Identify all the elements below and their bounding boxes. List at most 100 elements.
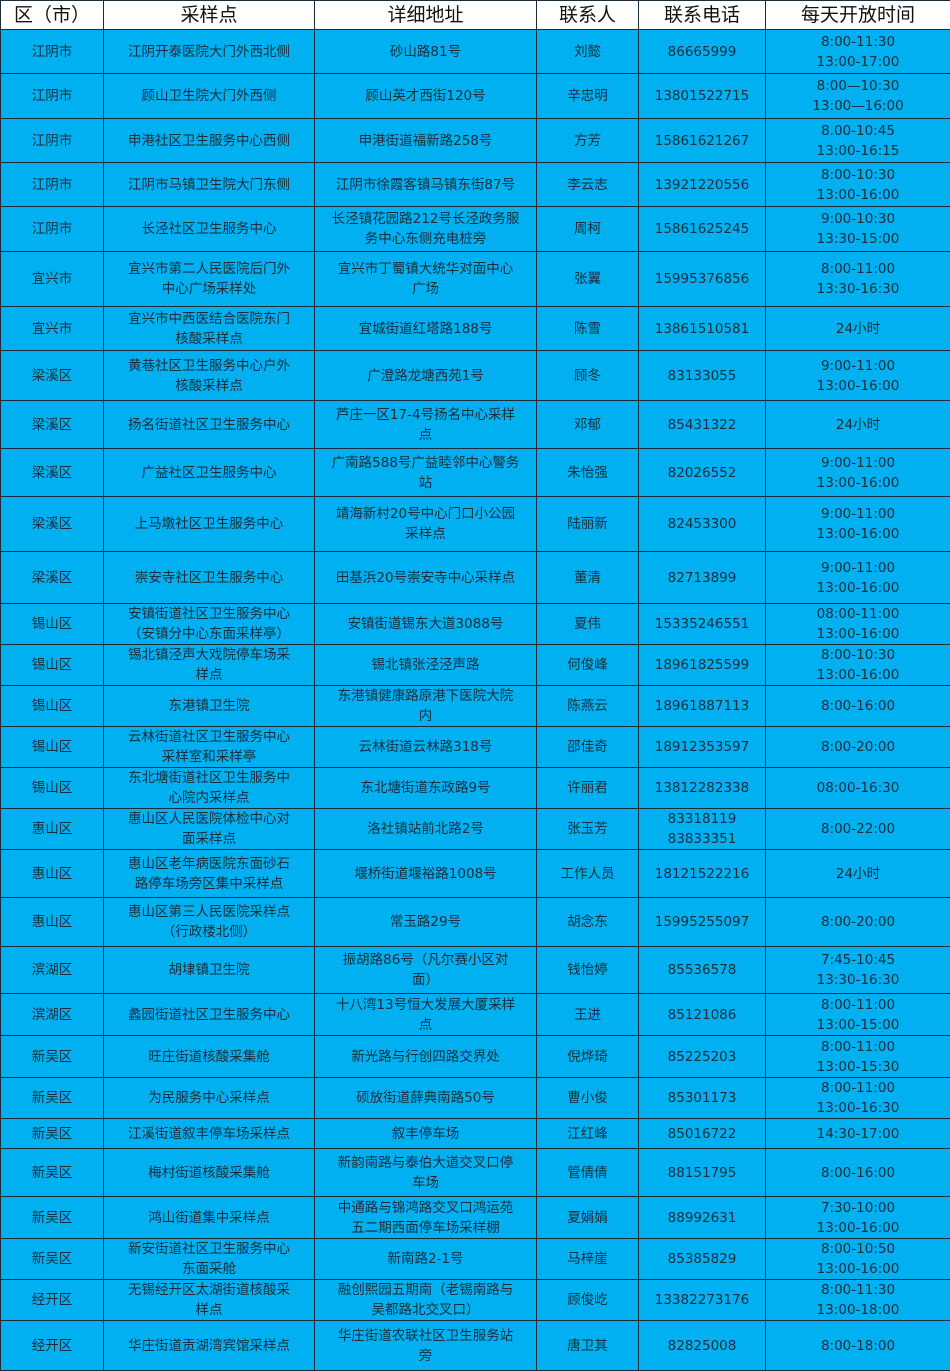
phone-cell: 15995255097 <box>639 898 766 947</box>
phone-cell: 15861625245 <box>639 207 766 252</box>
site-cell: 长泾社区卫生服务中心 <box>104 207 315 252</box>
district-cell: 锡山区 <box>1 645 104 686</box>
table-row: 经开区无锡经开区太湖街道核酸采 样点融创熙园五期南（老锡南路与 吴都路北交叉口）… <box>1 1280 950 1321</box>
contact-cell: 董清 <box>537 552 639 604</box>
hours-cell: 8:00-16:00 <box>766 686 950 727</box>
header-hours: 每天开放时间 <box>766 1 950 30</box>
header-district: 区（市） <box>1 1 104 30</box>
address-cell: 洛社镇站前北路2号 <box>315 809 537 850</box>
contact-cell: 钱怡婷 <box>537 947 639 994</box>
site-cell: 宜兴市第二人民医院后门外 中心广场采样处 <box>104 252 315 307</box>
address-cell: 硕放街道薛典南路50号 <box>315 1078 537 1119</box>
district-cell: 新吴区 <box>1 1036 104 1078</box>
district-cell: 新吴区 <box>1 1197 104 1239</box>
district-cell: 宜兴市 <box>1 252 104 307</box>
phone-cell: 85536578 <box>639 947 766 994</box>
district-cell: 梁溪区 <box>1 449 104 497</box>
hours-cell: 8:00-20:00 <box>766 727 950 768</box>
phone-cell: 15861621267 <box>639 119 766 163</box>
phone-cell: 85016722 <box>639 1119 766 1149</box>
phone-cell: 18912353597 <box>639 727 766 768</box>
contact-cell: 夏娟娟 <box>537 1197 639 1239</box>
site-cell: 锡北镇泾声大戏院停车场采 样点 <box>104 645 315 686</box>
hours-cell: 8:00-10:50 13:00-16:00 <box>766 1239 950 1280</box>
hours-cell: 8:00-11:30 13:00-18:00 <box>766 1280 950 1321</box>
address-cell: 新韵南路与泰伯大道交叉口停 车场 <box>315 1149 537 1197</box>
phone-cell: 88992631 <box>639 1197 766 1239</box>
contact-cell: 管倩倩 <box>537 1149 639 1197</box>
hours-cell: 9:00-11:00 13:00-16:00 <box>766 351 950 401</box>
contact-cell: 江红峰 <box>537 1119 639 1149</box>
phone-cell: 18121522216 <box>639 850 766 898</box>
contact-cell: 何俊峰 <box>537 645 639 686</box>
contact-cell: 曹小俊 <box>537 1078 639 1119</box>
address-cell: 广澄路龙塘西苑1号 <box>315 351 537 401</box>
contact-cell: 马梓崖 <box>537 1239 639 1280</box>
district-cell: 宜兴市 <box>1 307 104 351</box>
phone-cell: 85431322 <box>639 401 766 449</box>
hours-cell: 9:00-11:00 13:00-16:00 <box>766 497 950 552</box>
site-cell: 惠山区第三人民医院采样点 （行政楼北侧） <box>104 898 315 947</box>
site-cell: 旺庄街道核酸采集舱 <box>104 1036 315 1078</box>
hours-cell: 8:00—10:30 13:00—16:00 <box>766 74 950 119</box>
contact-cell: 胡念东 <box>537 898 639 947</box>
contact-cell: 张玉芳 <box>537 809 639 850</box>
address-cell: 云林街道云林路318号 <box>315 727 537 768</box>
district-cell: 锡山区 <box>1 768 104 809</box>
address-cell: 芦庄一区17-4号扬名中心采样 点 <box>315 401 537 449</box>
phone-cell: 83318119 83833351 <box>639 809 766 850</box>
address-cell: 东北塘街道东政路9号 <box>315 768 537 809</box>
phone-cell: 82453300 <box>639 497 766 552</box>
site-cell: 华庄街道贡湖湾宾馆采样点 <box>104 1321 315 1371</box>
district-cell: 江阴市 <box>1 207 104 252</box>
contact-cell: 刘懿 <box>537 30 639 74</box>
address-cell: 新光路与行创四路交界处 <box>315 1036 537 1078</box>
site-cell: 惠山区人民医院体检中心对 面采样点 <box>104 809 315 850</box>
contact-cell: 辛忠明 <box>537 74 639 119</box>
district-cell: 滨湖区 <box>1 947 104 994</box>
contact-cell: 工作人员 <box>537 850 639 898</box>
address-cell: 新南路2-1号 <box>315 1239 537 1280</box>
address-cell: 广南路588号广益睦邻中心警务 站 <box>315 449 537 497</box>
contact-cell: 张翼 <box>537 252 639 307</box>
site-cell: 江阴开泰医院大门外西北侧 <box>104 30 315 74</box>
phone-cell: 86665999 <box>639 30 766 74</box>
header-contact: 联系人 <box>537 1 639 30</box>
address-cell: 融创熙园五期南（老锡南路与 吴都路北交叉口） <box>315 1280 537 1321</box>
district-cell: 惠山区 <box>1 850 104 898</box>
contact-cell: 方芳 <box>537 119 639 163</box>
table-row: 惠山区惠山区老年病医院东面砂石 路停车场旁区集中采样点堰桥街道堰裕路1008号工… <box>1 850 950 898</box>
site-cell: 蠡园街道社区卫生服务中心 <box>104 994 315 1036</box>
address-cell: 砂山路81号 <box>315 30 537 74</box>
hours-cell: 9:00-11:00 13:00-16:00 <box>766 449 950 497</box>
contact-cell: 邵佳奇 <box>537 727 639 768</box>
district-cell: 梁溪区 <box>1 497 104 552</box>
site-cell: 无锡经开区太湖街道核酸采 样点 <box>104 1280 315 1321</box>
site-cell: 顾山卫生院大门外西侧 <box>104 74 315 119</box>
site-cell: 广益社区卫生服务中心 <box>104 449 315 497</box>
district-cell: 惠山区 <box>1 898 104 947</box>
site-cell: 东港镇卫生院 <box>104 686 315 727</box>
hours-cell: 9:00-10:30 13:30-15:00 <box>766 207 950 252</box>
table-row: 锡山区安镇街道社区卫生服务中心 （安镇分中心东面采样亭）安镇街道锡东大道3088… <box>1 604 950 645</box>
site-cell: 申港社区卫生服务中心西侧 <box>104 119 315 163</box>
district-cell: 梁溪区 <box>1 351 104 401</box>
district-cell: 江阴市 <box>1 30 104 74</box>
contact-cell: 朱怡强 <box>537 449 639 497</box>
address-cell: 十八湾13号恒大发展大厦采样 点 <box>315 994 537 1036</box>
